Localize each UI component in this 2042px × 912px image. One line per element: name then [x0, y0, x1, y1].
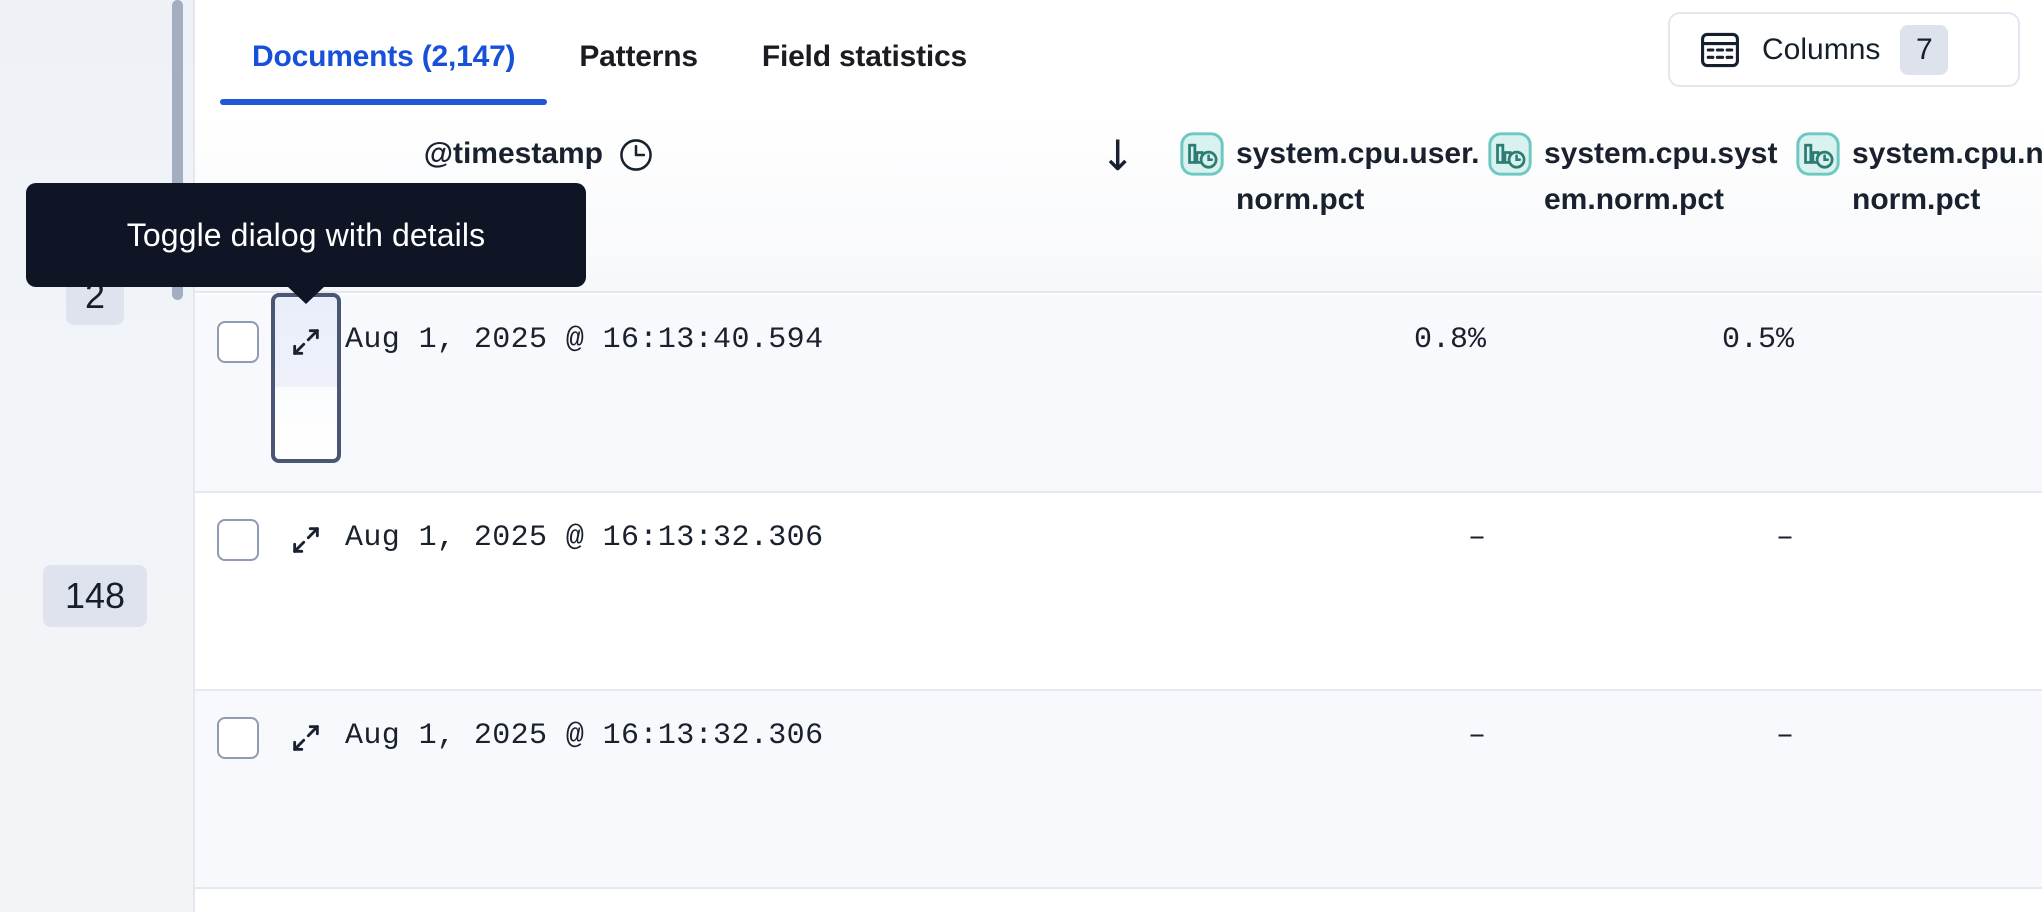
- histogram-clock-icon: [1180, 131, 1224, 190]
- tooltip: Toggle dialog with details: [26, 183, 586, 304]
- expand-row-button[interactable]: [281, 317, 331, 367]
- cell-value: –: [1775, 521, 1794, 555]
- table-row[interactable]: Aug 1, 2025 @ 16:13:40.594 0.8% 0.5% 0%: [195, 293, 2042, 493]
- histogram-clock-icon: [1488, 131, 1532, 190]
- row-select-checkbox[interactable]: [217, 717, 259, 759]
- cell-value: –: [1775, 719, 1794, 753]
- cell-value: –: [1796, 719, 2042, 753]
- cell-value: –: [1467, 521, 1486, 555]
- tab-documents[interactable]: Documents (2,147): [220, 0, 548, 113]
- cell-value: 0.8%: [1413, 323, 1486, 357]
- row-select-checkbox[interactable]: [217, 519, 259, 561]
- cell-value: –: [1796, 521, 2042, 555]
- tab-list: Documents (2,147) Patterns Field statist…: [220, 0, 999, 113]
- cell-timestamp: Aug 1, 2025 @ 16:13:40.594: [345, 323, 824, 357]
- cell-timestamp: Aug 1, 2025 @ 16:13:32.306: [345, 521, 824, 555]
- tab-patterns[interactable]: Patterns: [579, 39, 698, 73]
- columns-button[interactable]: Columns 7: [1668, 12, 2020, 87]
- columns-button-label: Columns: [1762, 32, 1881, 66]
- column-header-label: system.cpu.nice.norm.pct: [1852, 137, 2042, 216]
- column-header-label: system.cpu.system.norm.pct: [1544, 137, 1778, 216]
- column-header-label: system.cpu.user.norm.pct: [1236, 137, 1480, 216]
- sort-direction-icon[interactable]: ↓: [1100, 131, 1136, 180]
- column-header-system-cpu-system-norm-pct[interactable]: system.cpu.system.norm.pct: [1488, 131, 1794, 223]
- timestamp-header-label: @timestamp: [423, 137, 603, 170]
- tooltip-arrow: [287, 286, 325, 304]
- cell-value: –: [1467, 719, 1486, 753]
- table-row[interactable]: Aug 1, 2025 @ 16:13:32.306 – – –: [195, 691, 2042, 889]
- columns-count-badge: 7: [1900, 24, 1949, 75]
- column-header-system-cpu-user-norm-pct[interactable]: system.cpu.user.norm.pct: [1180, 131, 1486, 223]
- clock-icon: [617, 131, 655, 174]
- histogram-clock-icon: [1796, 131, 1840, 190]
- cell-timestamp: Aug 1, 2025 @ 16:13:32.306: [345, 719, 824, 753]
- expand-row-button[interactable]: [281, 713, 331, 763]
- left-rail: 2 148: [0, 0, 195, 912]
- rail-divider: [193, 0, 195, 912]
- tab-field-statistics[interactable]: Field statistics: [761, 39, 968, 73]
- cell-value: 0%: [1796, 323, 2042, 357]
- tooltip-text: Toggle dialog with details: [126, 216, 486, 253]
- row-select-checkbox[interactable]: [217, 321, 259, 363]
- tabs-bar: Documents (2,147) Patterns Field statist…: [195, 0, 2042, 113]
- vertical-scrollbar-thumb[interactable]: [172, 0, 183, 300]
- table-row[interactable]: Aug 1, 2025 @ 16:13:32.306 – – –: [195, 493, 2042, 691]
- column-header-timestamp[interactable]: @timestamp: [195, 131, 655, 177]
- expand-row-button[interactable]: [281, 515, 331, 565]
- grid-table-icon: [1698, 28, 1742, 72]
- row-count-badge: 148: [43, 565, 147, 627]
- cell-value: 0.5%: [1721, 323, 1794, 357]
- column-header-system-cpu-nice-norm-pct[interactable]: system.cpu.nice.norm.pct: [1796, 131, 2042, 223]
